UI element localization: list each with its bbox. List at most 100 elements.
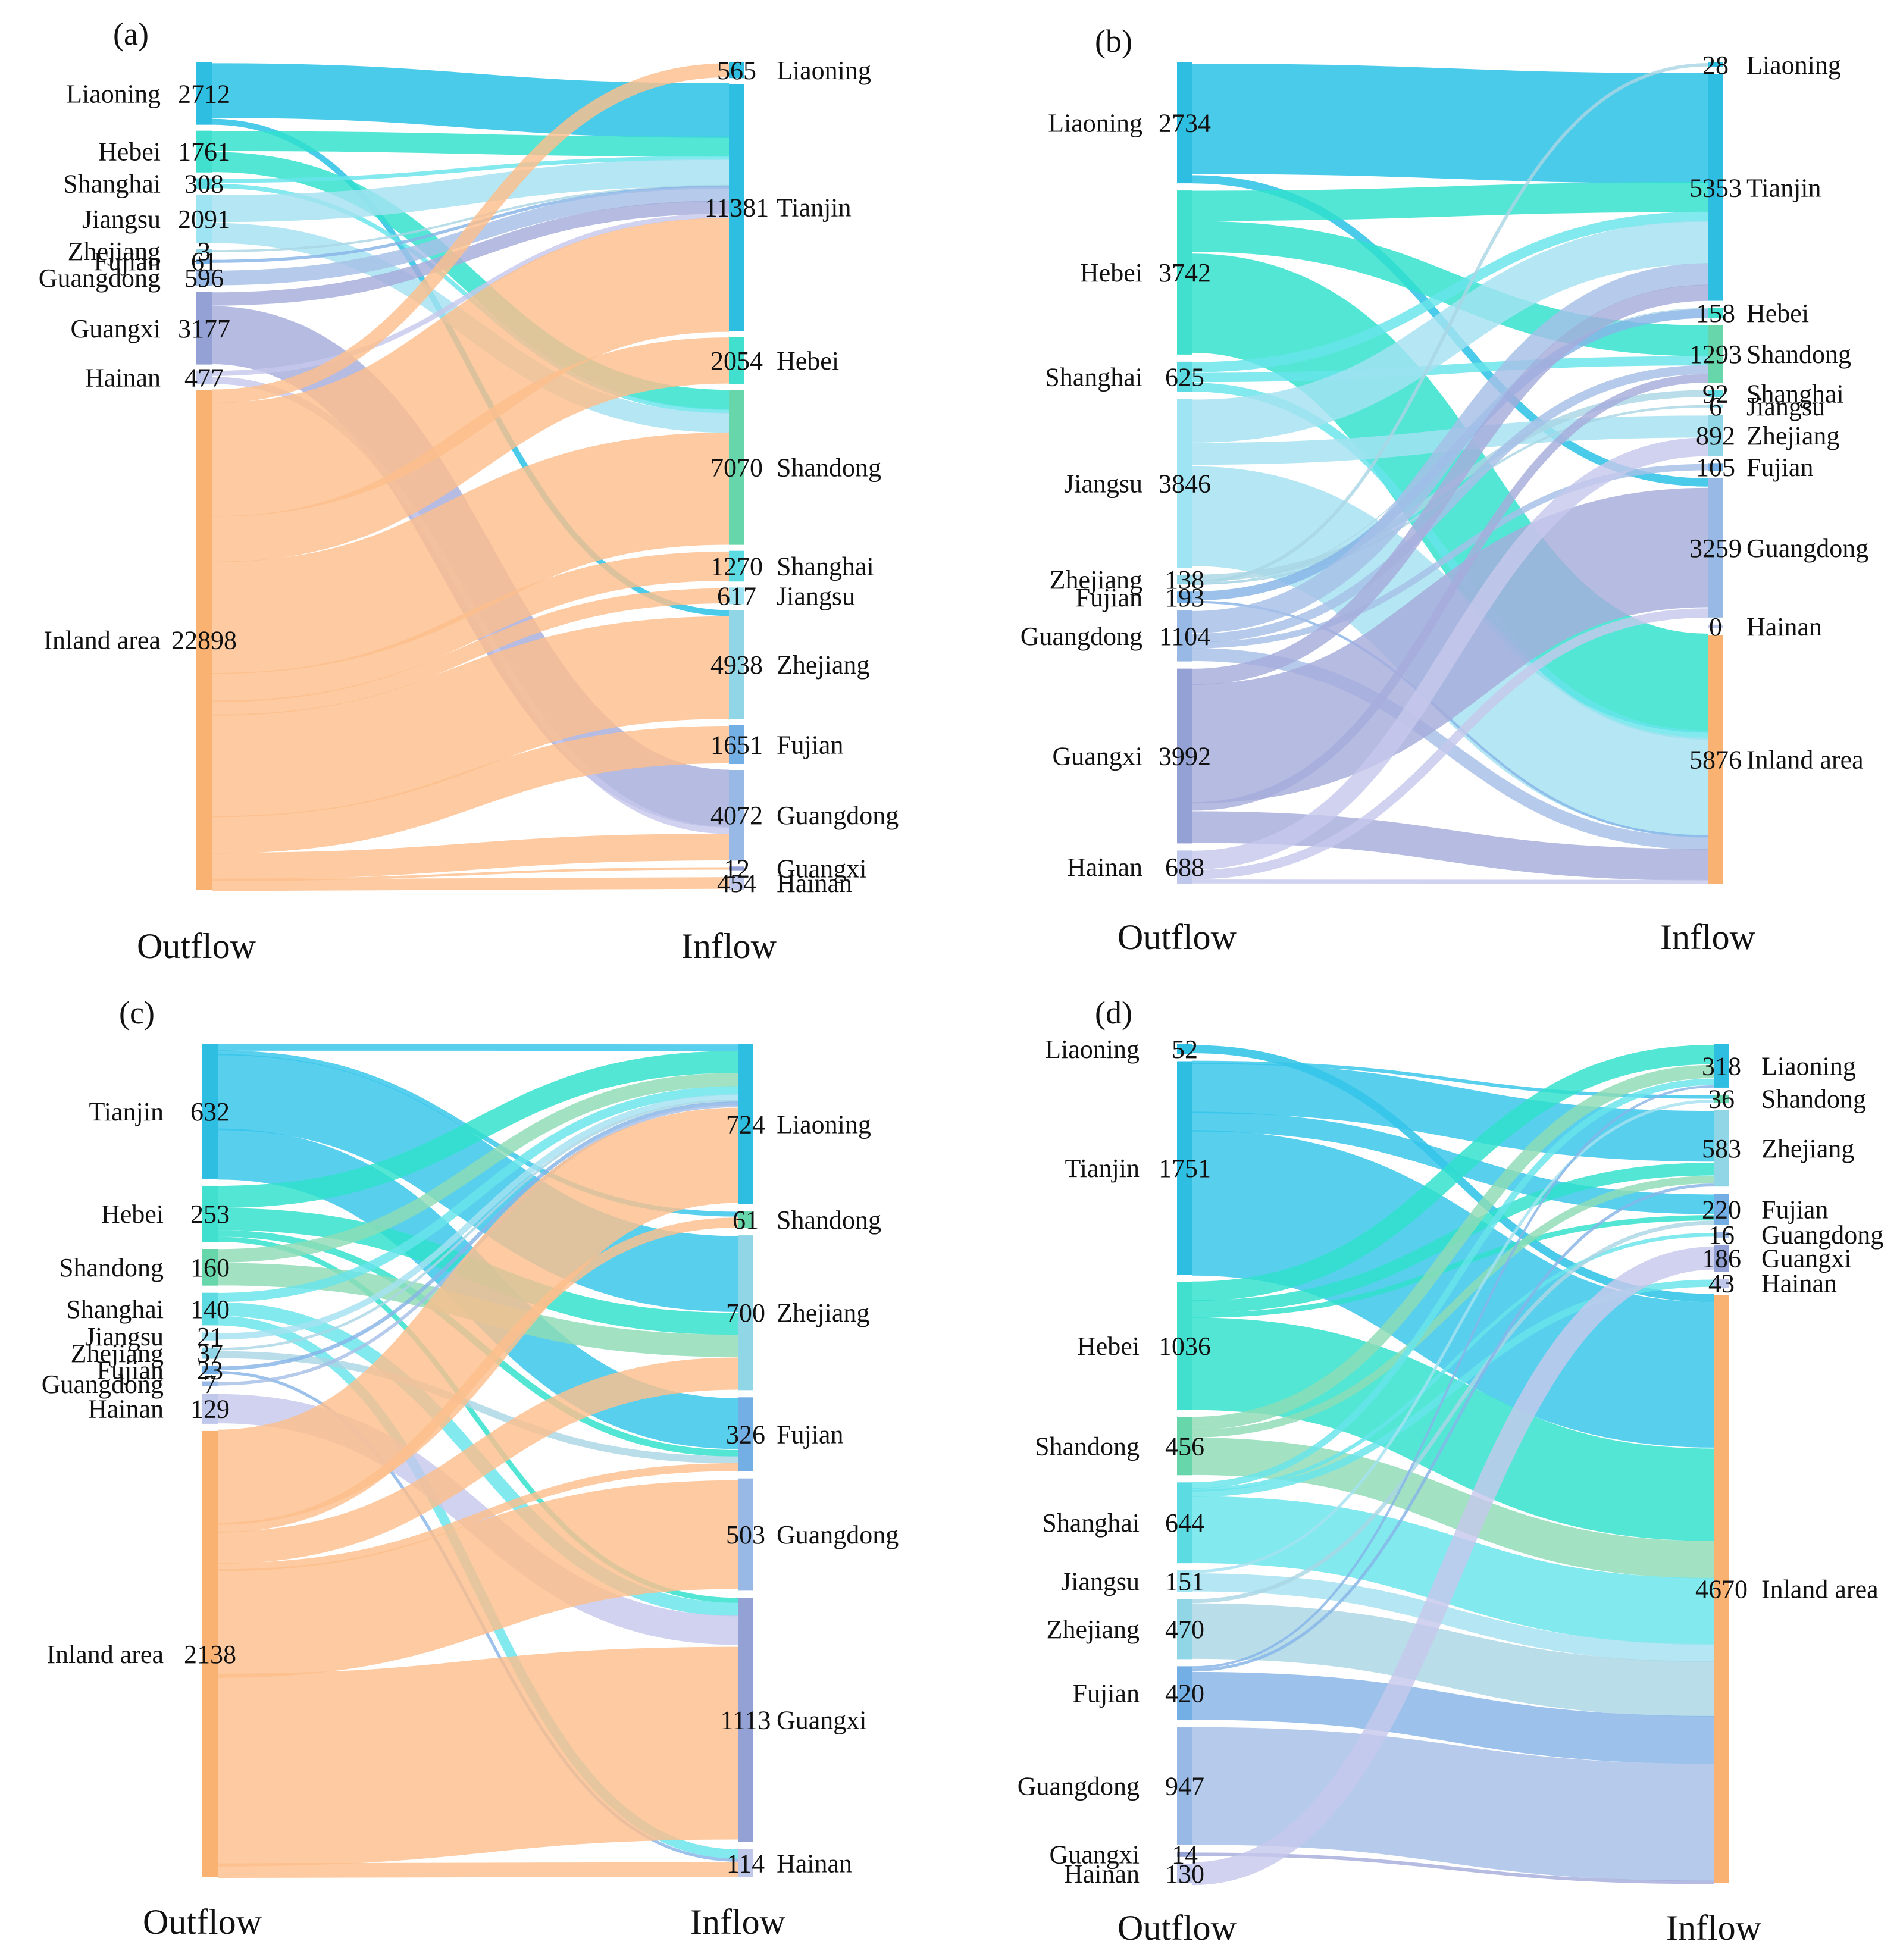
source-label-hainan: Hainan xyxy=(1067,853,1142,882)
target-label-tianjin: Tianjin xyxy=(777,193,852,223)
source-label-fujian: Fujian xyxy=(1076,583,1142,612)
target-label-liaoning: Liaoning xyxy=(777,56,871,85)
source-node-shanghai xyxy=(1177,1482,1192,1564)
target-label-guangdong: Guangdong xyxy=(777,1520,899,1549)
source-node-fujian xyxy=(202,1366,218,1374)
target-label-fujian: Fujian xyxy=(777,730,843,759)
source-value-hebei: 253 xyxy=(190,1200,230,1229)
target-node-liaoning xyxy=(729,62,744,79)
source-node-fujian xyxy=(1177,591,1192,604)
source-node-hebei xyxy=(202,1185,218,1242)
target-value-zhejiang: 700 xyxy=(726,1298,765,1327)
flow-link-tianjin-to-zhejiang xyxy=(217,1054,738,1312)
target-label-hebei: Hebei xyxy=(777,346,839,375)
flow-link-inland-area-to-fujian xyxy=(211,725,730,854)
target-node-guangxi xyxy=(738,1598,753,1842)
flow-link-shanghai-to-liaoning xyxy=(1192,1078,1714,1489)
source-value-shanghai: 625 xyxy=(1165,362,1204,392)
target-label-liaoning: Liaoning xyxy=(1746,51,1841,80)
sankey-chart-b: (b) Liaoning 2734 Hebei 3742 Shanghai 625 Jian… xyxy=(1021,23,1869,957)
source-value-hainan: 130 xyxy=(1165,1859,1204,1889)
source-label-guangdong: Guangdong xyxy=(42,1370,164,1399)
inflow-axis-title: Inflow xyxy=(681,926,777,966)
target-node-fujian xyxy=(1714,1194,1729,1225)
target-value-fujian: 326 xyxy=(726,1420,765,1449)
source-label-shanghai: Shanghai xyxy=(63,169,161,198)
flow-link-zhejiang-to-fujian xyxy=(1192,1220,1714,1604)
source-value-shanghai: 140 xyxy=(190,1295,230,1324)
flow-link-shandong-to-liaoning xyxy=(1192,1064,1714,1430)
flow-labels: Liaoning 2734 Hebei 3742 Shanghai 625 Jiangsu 3… xyxy=(1021,51,1869,882)
source-value-hebei: 1036 xyxy=(1159,1332,1211,1361)
target-label-guangxi: Guangxi xyxy=(1761,1244,1852,1273)
source-node-tianjin xyxy=(1177,1061,1192,1275)
target-value-inland-area: 4670 xyxy=(1695,1575,1748,1604)
target-node-zhejiang xyxy=(738,1235,753,1391)
source-label-jiangsu: Jiangsu xyxy=(85,1322,164,1351)
flow-link-inland-area-to-hebei xyxy=(211,337,730,563)
source-value-guangxi: 3177 xyxy=(178,314,230,343)
source-value-tianjin: 632 xyxy=(190,1097,230,1126)
target-value-guangxi: 186 xyxy=(1702,1244,1741,1273)
flow-labels: Liaoning 2712 Hebei 1761 Shanghai 308 Jiangsu 2… xyxy=(39,56,899,898)
flow-link-guangdong-to-shandong xyxy=(1192,365,1708,643)
source-label-fujian: Fujian xyxy=(94,247,161,276)
target-value-guangdong: 3259 xyxy=(1689,534,1742,563)
flow-link-jiangsu-to-liaoning xyxy=(217,1094,738,1340)
source-node-hainan xyxy=(202,1394,218,1424)
source-value-shandong: 160 xyxy=(190,1253,230,1282)
target-label-shanghai: Shanghai xyxy=(777,552,874,581)
source-node-jiangsu xyxy=(1177,399,1192,568)
panel-label: (d) xyxy=(1095,995,1132,1031)
source-label-zhejiang: Zhejiang xyxy=(68,237,161,266)
target-label-shandong: Shandong xyxy=(777,453,881,483)
target-node-hebei xyxy=(729,336,744,384)
source-value-tianjin: 1751 xyxy=(1159,1154,1211,1183)
source-value-shandong: 456 xyxy=(1165,1432,1204,1461)
target-label-hainan: Hainan xyxy=(1746,612,1822,641)
flow-link-shanghai-to-shandong xyxy=(1192,356,1708,383)
flow-link-inland-area-to-liaoning xyxy=(217,1107,739,1525)
target-node-tianjin xyxy=(1708,74,1723,301)
source-label-guangxi: Guangxi xyxy=(70,314,161,343)
panel-label: (c) xyxy=(119,995,155,1031)
outflow-axis-title: Outflow xyxy=(143,1902,262,1942)
source-value-liaoning: 2712 xyxy=(178,79,230,108)
source-label-liaoning: Liaoning xyxy=(1045,1035,1140,1064)
flow-links xyxy=(211,63,730,891)
target-label-jiangsu: Jiangsu xyxy=(1746,392,1825,421)
flow-nodes xyxy=(1177,62,1723,884)
flow-links xyxy=(1191,1044,1715,1886)
target-value-hainan: 0 xyxy=(1709,612,1722,641)
target-label-shanghai: Shanghai xyxy=(1746,379,1844,408)
target-value-inland-area: 5876 xyxy=(1689,745,1742,774)
flow-link-zhejiang-to-liaoning xyxy=(217,1099,738,1351)
target-node-shandong xyxy=(738,1211,753,1229)
target-node-zhejiang xyxy=(729,610,744,719)
target-label-hainan: Hainan xyxy=(777,1849,852,1878)
source-node-guangdong xyxy=(196,270,212,287)
target-value-zhejiang: 892 xyxy=(1696,421,1735,450)
flow-link-hainan-to-guangdong xyxy=(1192,608,1708,879)
source-label-guangxi: Guangxi xyxy=(1049,1840,1140,1869)
target-value-fujian: 1651 xyxy=(710,730,763,759)
flow-link-guangdong-to-inland-area xyxy=(1192,1727,1714,1881)
source-label-tianjin: Tianjin xyxy=(89,1097,164,1126)
target-node-hainan xyxy=(738,1849,753,1877)
source-value-hebei: 1761 xyxy=(178,137,230,167)
target-node-zhejiang xyxy=(1714,1110,1729,1187)
target-label-inland-area: Inland area xyxy=(1746,745,1864,774)
source-label-fujian: Fujian xyxy=(1073,1679,1140,1708)
target-label-fujian: Fujian xyxy=(1761,1195,1828,1224)
target-node-jiangsu xyxy=(1708,404,1723,408)
flow-nodes xyxy=(202,1044,753,1877)
target-label-fujian: Fujian xyxy=(1746,453,1813,482)
inflow-axis-title: Inflow xyxy=(690,1902,786,1942)
source-label-guangxi: Guangxi xyxy=(1052,742,1142,771)
source-value-fujian: 61 xyxy=(191,247,217,276)
source-node-guangdong xyxy=(1177,610,1192,662)
source-node-liaoning xyxy=(1177,62,1192,184)
target-label-guangdong: Guangdong xyxy=(777,801,899,830)
source-node-zhejiang xyxy=(202,1347,218,1359)
source-value-guangxi: 14 xyxy=(1172,1840,1198,1869)
